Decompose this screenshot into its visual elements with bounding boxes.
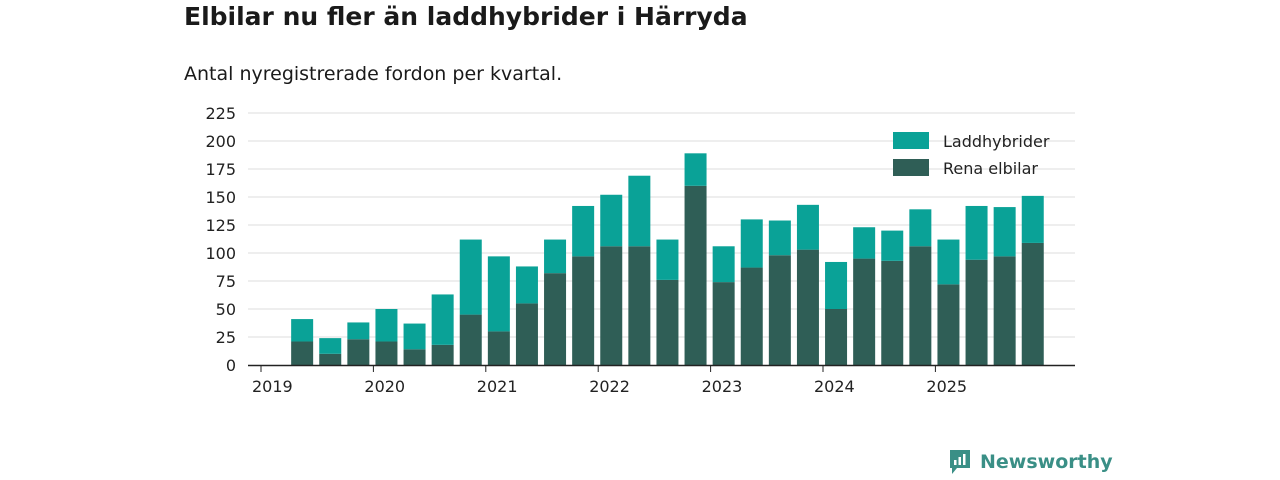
bar-rena-elbilar [375, 341, 398, 365]
bar-rena-elbilar [431, 344, 454, 365]
y-tick-label: 100 [205, 244, 236, 263]
bar-rena-elbilar [965, 259, 988, 365]
bar-laddhybrider [319, 338, 342, 354]
chart-subtitle: Antal nyregistrerade fordon per kvartal. [184, 63, 563, 85]
legend-label: Laddhybrider [943, 132, 1050, 151]
bar-rena-elbilar [740, 267, 763, 365]
bar-laddhybrider [909, 209, 932, 247]
x-tick-label: 2020 [364, 377, 405, 396]
bar-laddhybrider [937, 239, 960, 285]
bar-laddhybrider [684, 153, 707, 186]
bar-rena-elbilar [937, 284, 960, 365]
bar-laddhybrider [712, 246, 735, 283]
bar-laddhybrider [375, 309, 398, 342]
y-tick-label: 225 [205, 104, 236, 123]
bar-rena-elbilar [909, 246, 932, 365]
y-tick-label: 75 [216, 272, 236, 291]
legend-swatch [893, 132, 929, 149]
x-axis-ticks: 2019 2020 2021 2022 2023 2024 2025 [252, 365, 967, 396]
bar-laddhybrider [628, 175, 651, 247]
bars [291, 153, 1044, 365]
bar-rena-elbilar [825, 309, 848, 365]
bar-rena-elbilar [881, 260, 904, 365]
bar-rena-elbilar [487, 331, 510, 365]
bar-rena-elbilar [1021, 242, 1044, 365]
bar-rena-elbilar [403, 349, 426, 365]
x-tick-label: 2023 [702, 377, 743, 396]
bar-laddhybrider [544, 239, 567, 274]
bar-rena-elbilar [347, 339, 370, 365]
newsworthy-logo-icon [950, 450, 970, 474]
y-tick-label: 50 [216, 300, 236, 319]
bar-laddhybrider [291, 319, 314, 342]
bar-laddhybrider [853, 227, 876, 259]
bar-laddhybrider [768, 220, 791, 256]
bar-laddhybrider [572, 205, 595, 257]
bar-laddhybrider [347, 322, 370, 340]
bar-rena-elbilar [712, 282, 735, 365]
bar-laddhybrider [740, 219, 763, 268]
bar-laddhybrider [487, 256, 510, 332]
bar-rena-elbilar [993, 256, 1016, 365]
bar-laddhybrider [600, 194, 623, 247]
bar-rena-elbilar [572, 256, 595, 365]
newsworthy-brand: Newsworthy [948, 448, 1113, 476]
y-tick-label: 0 [226, 356, 236, 375]
bar-rena-elbilar [853, 258, 876, 365]
chart-title: Elbilar nu fler än laddhybrider i Härryd… [184, 2, 748, 31]
bar-laddhybrider [403, 323, 426, 350]
legend-label: Rena elbilar [943, 159, 1038, 178]
bar-laddhybrider [993, 207, 1016, 257]
x-tick-label: 2021 [477, 377, 518, 396]
bar-rena-elbilar [544, 273, 567, 365]
bar-laddhybrider [881, 230, 904, 261]
bar-laddhybrider [459, 239, 482, 315]
y-tick-label: 125 [205, 216, 236, 235]
bar-rena-elbilar [628, 246, 651, 365]
x-tick-label: 2025 [926, 377, 967, 396]
x-tick-label: 2019 [252, 377, 293, 396]
y-tick-label: 175 [205, 160, 236, 179]
y-tick-label: 25 [216, 328, 236, 347]
bar-rena-elbilar [656, 279, 679, 365]
bar-rena-elbilar [768, 255, 791, 365]
bar-laddhybrider [825, 261, 848, 309]
bar-laddhybrider [656, 239, 679, 280]
bar-laddhybrider [796, 204, 819, 250]
bar-laddhybrider [515, 266, 538, 304]
bar-rena-elbilar [291, 341, 314, 365]
y-tick-label: 150 [205, 188, 236, 207]
x-tick-label: 2024 [814, 377, 855, 396]
y-axis-ticks: 0 25 50 75 100 125 150 175 200 225 [205, 104, 236, 375]
bar-rena-elbilar [600, 246, 623, 365]
bar-rena-elbilar [515, 303, 538, 365]
bar-laddhybrider [1021, 195, 1044, 243]
y-tick-label: 200 [205, 132, 236, 151]
x-tick-label: 2022 [589, 377, 630, 396]
bar-rena-elbilar [459, 314, 482, 365]
bar-rena-elbilar [684, 185, 707, 365]
brand-name: Newsworthy [980, 451, 1113, 473]
legend-swatch [893, 159, 929, 176]
bar-rena-elbilar [319, 353, 342, 365]
bar-rena-elbilar [796, 249, 819, 365]
bar-laddhybrider [431, 294, 454, 345]
legend: Laddhybrider Rena elbilar [893, 132, 1050, 178]
bar-laddhybrider [965, 205, 988, 260]
